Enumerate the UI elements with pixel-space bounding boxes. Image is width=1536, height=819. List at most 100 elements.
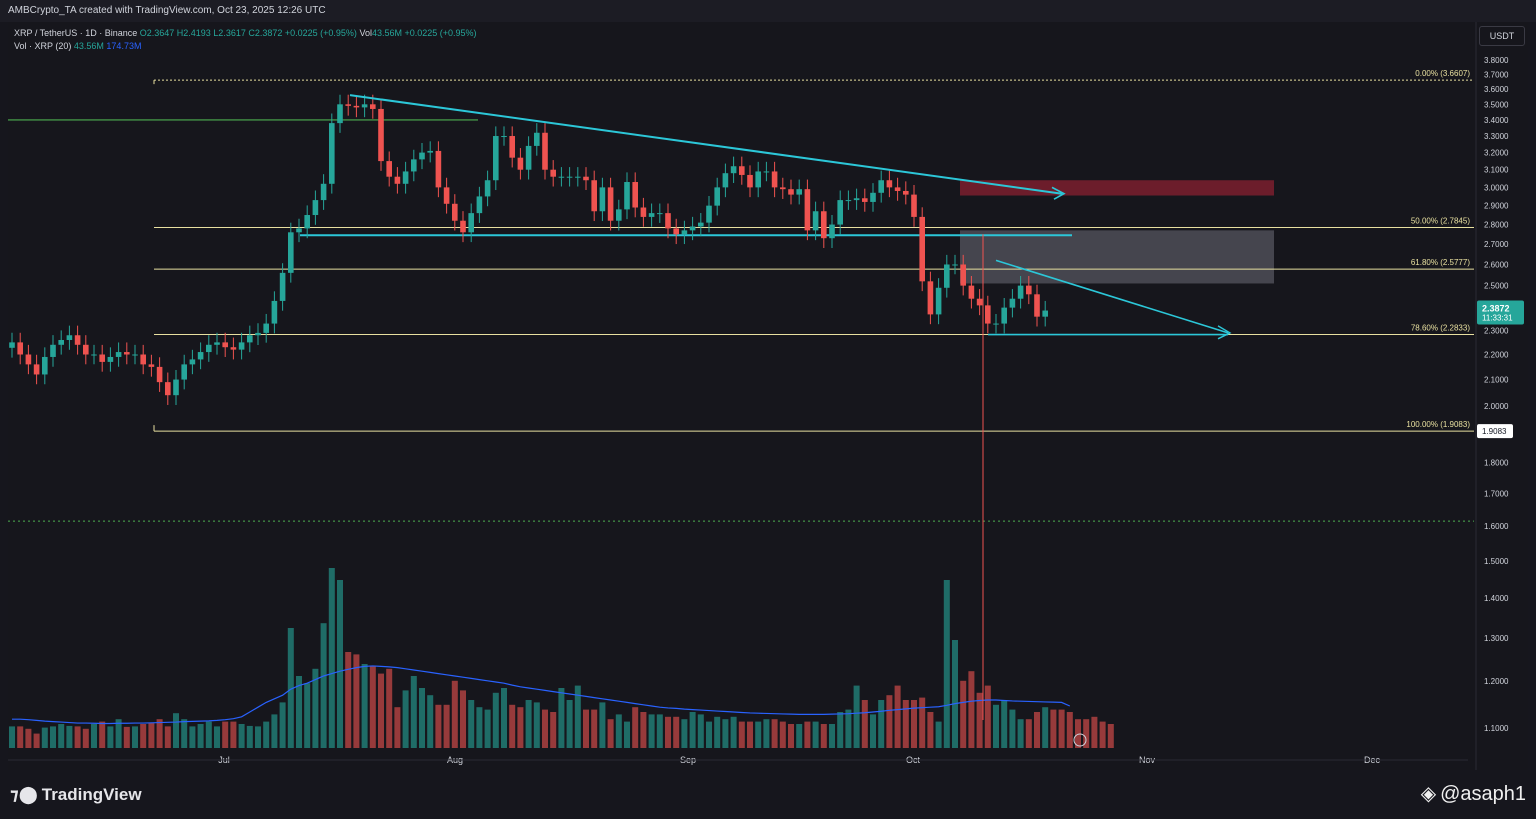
candle-body	[501, 136, 507, 138]
volume-bar	[558, 688, 565, 748]
volume-bar	[156, 719, 163, 748]
y-axis-tick-label: 3.0000	[1484, 183, 1509, 192]
candle-body	[886, 180, 893, 188]
y-axis-tick-label: 2.5000	[1484, 282, 1509, 291]
volume-bar	[402, 690, 409, 748]
volume-bar	[870, 714, 876, 748]
volume-bar	[943, 580, 950, 748]
candle-body	[698, 222, 704, 227]
volume-bar	[1091, 716, 1098, 748]
volume-bar	[681, 719, 688, 748]
volume-bar	[722, 719, 729, 748]
vol-inline-change: +0.0225 (+0.95%)	[404, 28, 477, 38]
candle-body	[279, 272, 286, 301]
volume-bar	[443, 704, 450, 748]
volume-bar	[812, 721, 819, 748]
candle-body	[304, 215, 310, 229]
volume-bar	[779, 721, 786, 748]
chart-panel[interactable]	[8, 22, 1528, 770]
candle-body	[927, 281, 934, 315]
y-axis-tick-label: 2.3000	[1484, 327, 1509, 336]
candle-body	[312, 200, 319, 216]
volume-bar	[1001, 700, 1008, 748]
y-axis-tick-label: 1.3000	[1484, 634, 1509, 643]
vol-inline-value: 43.56M	[371, 28, 402, 38]
candle-body	[74, 335, 81, 345]
candle-body	[591, 180, 597, 212]
price-chart[interactable]: 3.8000 3.7000 3.6000 3.5000 3.4000 3.3000 3.20…	[8, 22, 1528, 770]
candle-body	[419, 152, 425, 160]
tradingview-logo-icon: ⁊⬤	[10, 785, 38, 804]
volume-bar	[1083, 719, 1090, 748]
candle-body	[845, 200, 852, 202]
credit-text: @asaph1	[1440, 783, 1526, 805]
y-axis-tick-label: 2.9000	[1484, 202, 1509, 211]
candle-body	[394, 176, 401, 184]
volume-bar	[788, 724, 794, 748]
candle-body	[780, 187, 786, 190]
candle-body	[476, 196, 483, 214]
volume-bar	[263, 721, 270, 748]
volume-bar	[968, 671, 975, 748]
candle-body	[509, 136, 515, 158]
candle-body	[1034, 294, 1040, 317]
candle-body	[197, 352, 204, 360]
candle-body	[796, 189, 802, 195]
volume-bar	[173, 713, 179, 748]
tradingview-logo-text: TradingView	[41, 785, 142, 804]
volume-bar	[148, 722, 155, 748]
volume-bar	[189, 726, 196, 748]
candle-body	[657, 213, 663, 215]
volume-bar	[427, 695, 434, 748]
volume-bar	[181, 719, 188, 748]
volume-bar	[542, 709, 548, 748]
volume-bar	[902, 700, 909, 748]
candle-body	[771, 171, 778, 188]
volume-bar	[140, 724, 147, 748]
candle-body	[50, 344, 56, 357]
candle-body	[542, 132, 548, 170]
candle-body	[1001, 307, 1007, 324]
candle-body	[361, 104, 368, 108]
volume-bar	[1058, 709, 1065, 748]
volume-bar	[91, 724, 97, 748]
ohlc-values: O2.3647 H2.4193 L2.3617 C2.3872 +0.0225 …	[139, 28, 357, 38]
volume-bar	[279, 702, 286, 748]
volume-bar	[673, 716, 680, 748]
volume-bar	[1017, 719, 1024, 748]
last-price-tag	[1477, 300, 1524, 325]
volume-bar	[246, 725, 253, 748]
candle-body	[132, 354, 138, 356]
y-axis-tick-label: 3.5000	[1484, 100, 1509, 109]
replay-icon	[1073, 733, 1087, 747]
volume-bar	[829, 724, 835, 748]
y-axis-tick-label: 3.4000	[1484, 116, 1509, 125]
candle-body	[247, 335, 253, 343]
volume-bar	[861, 700, 868, 748]
volume-bar	[1075, 719, 1081, 748]
candle-body	[288, 232, 294, 273]
volume-bar	[238, 724, 245, 748]
volume-bar	[451, 680, 458, 748]
attribution-text: AMBCrypto_TA created with TradingView.co…	[8, 5, 326, 16]
candle-body	[935, 287, 942, 315]
volume-bar	[361, 664, 368, 748]
volume-bar	[123, 726, 130, 748]
candle-body	[115, 352, 122, 357]
candle-body	[411, 159, 417, 172]
y-axis-tick-label: 1.1000	[1484, 724, 1509, 733]
candle-body	[903, 190, 909, 195]
tradingview-logo[interactable]: ⁊⬤ TradingView	[10, 785, 142, 805]
candle-body	[386, 161, 392, 177]
candle-body	[583, 176, 589, 181]
volume-bar	[509, 704, 516, 748]
volume-bar	[476, 707, 483, 748]
volume-bar	[1066, 712, 1073, 748]
y-axis-tick-label: 2.2000	[1484, 351, 1509, 360]
volume-bar	[501, 688, 507, 748]
candle-body	[985, 305, 991, 324]
currency-button[interactable]: USDT	[1479, 26, 1525, 46]
supply-zone	[960, 180, 1274, 196]
candle-body	[17, 342, 23, 355]
y-axis-tick-label: 2.8000	[1484, 221, 1509, 230]
